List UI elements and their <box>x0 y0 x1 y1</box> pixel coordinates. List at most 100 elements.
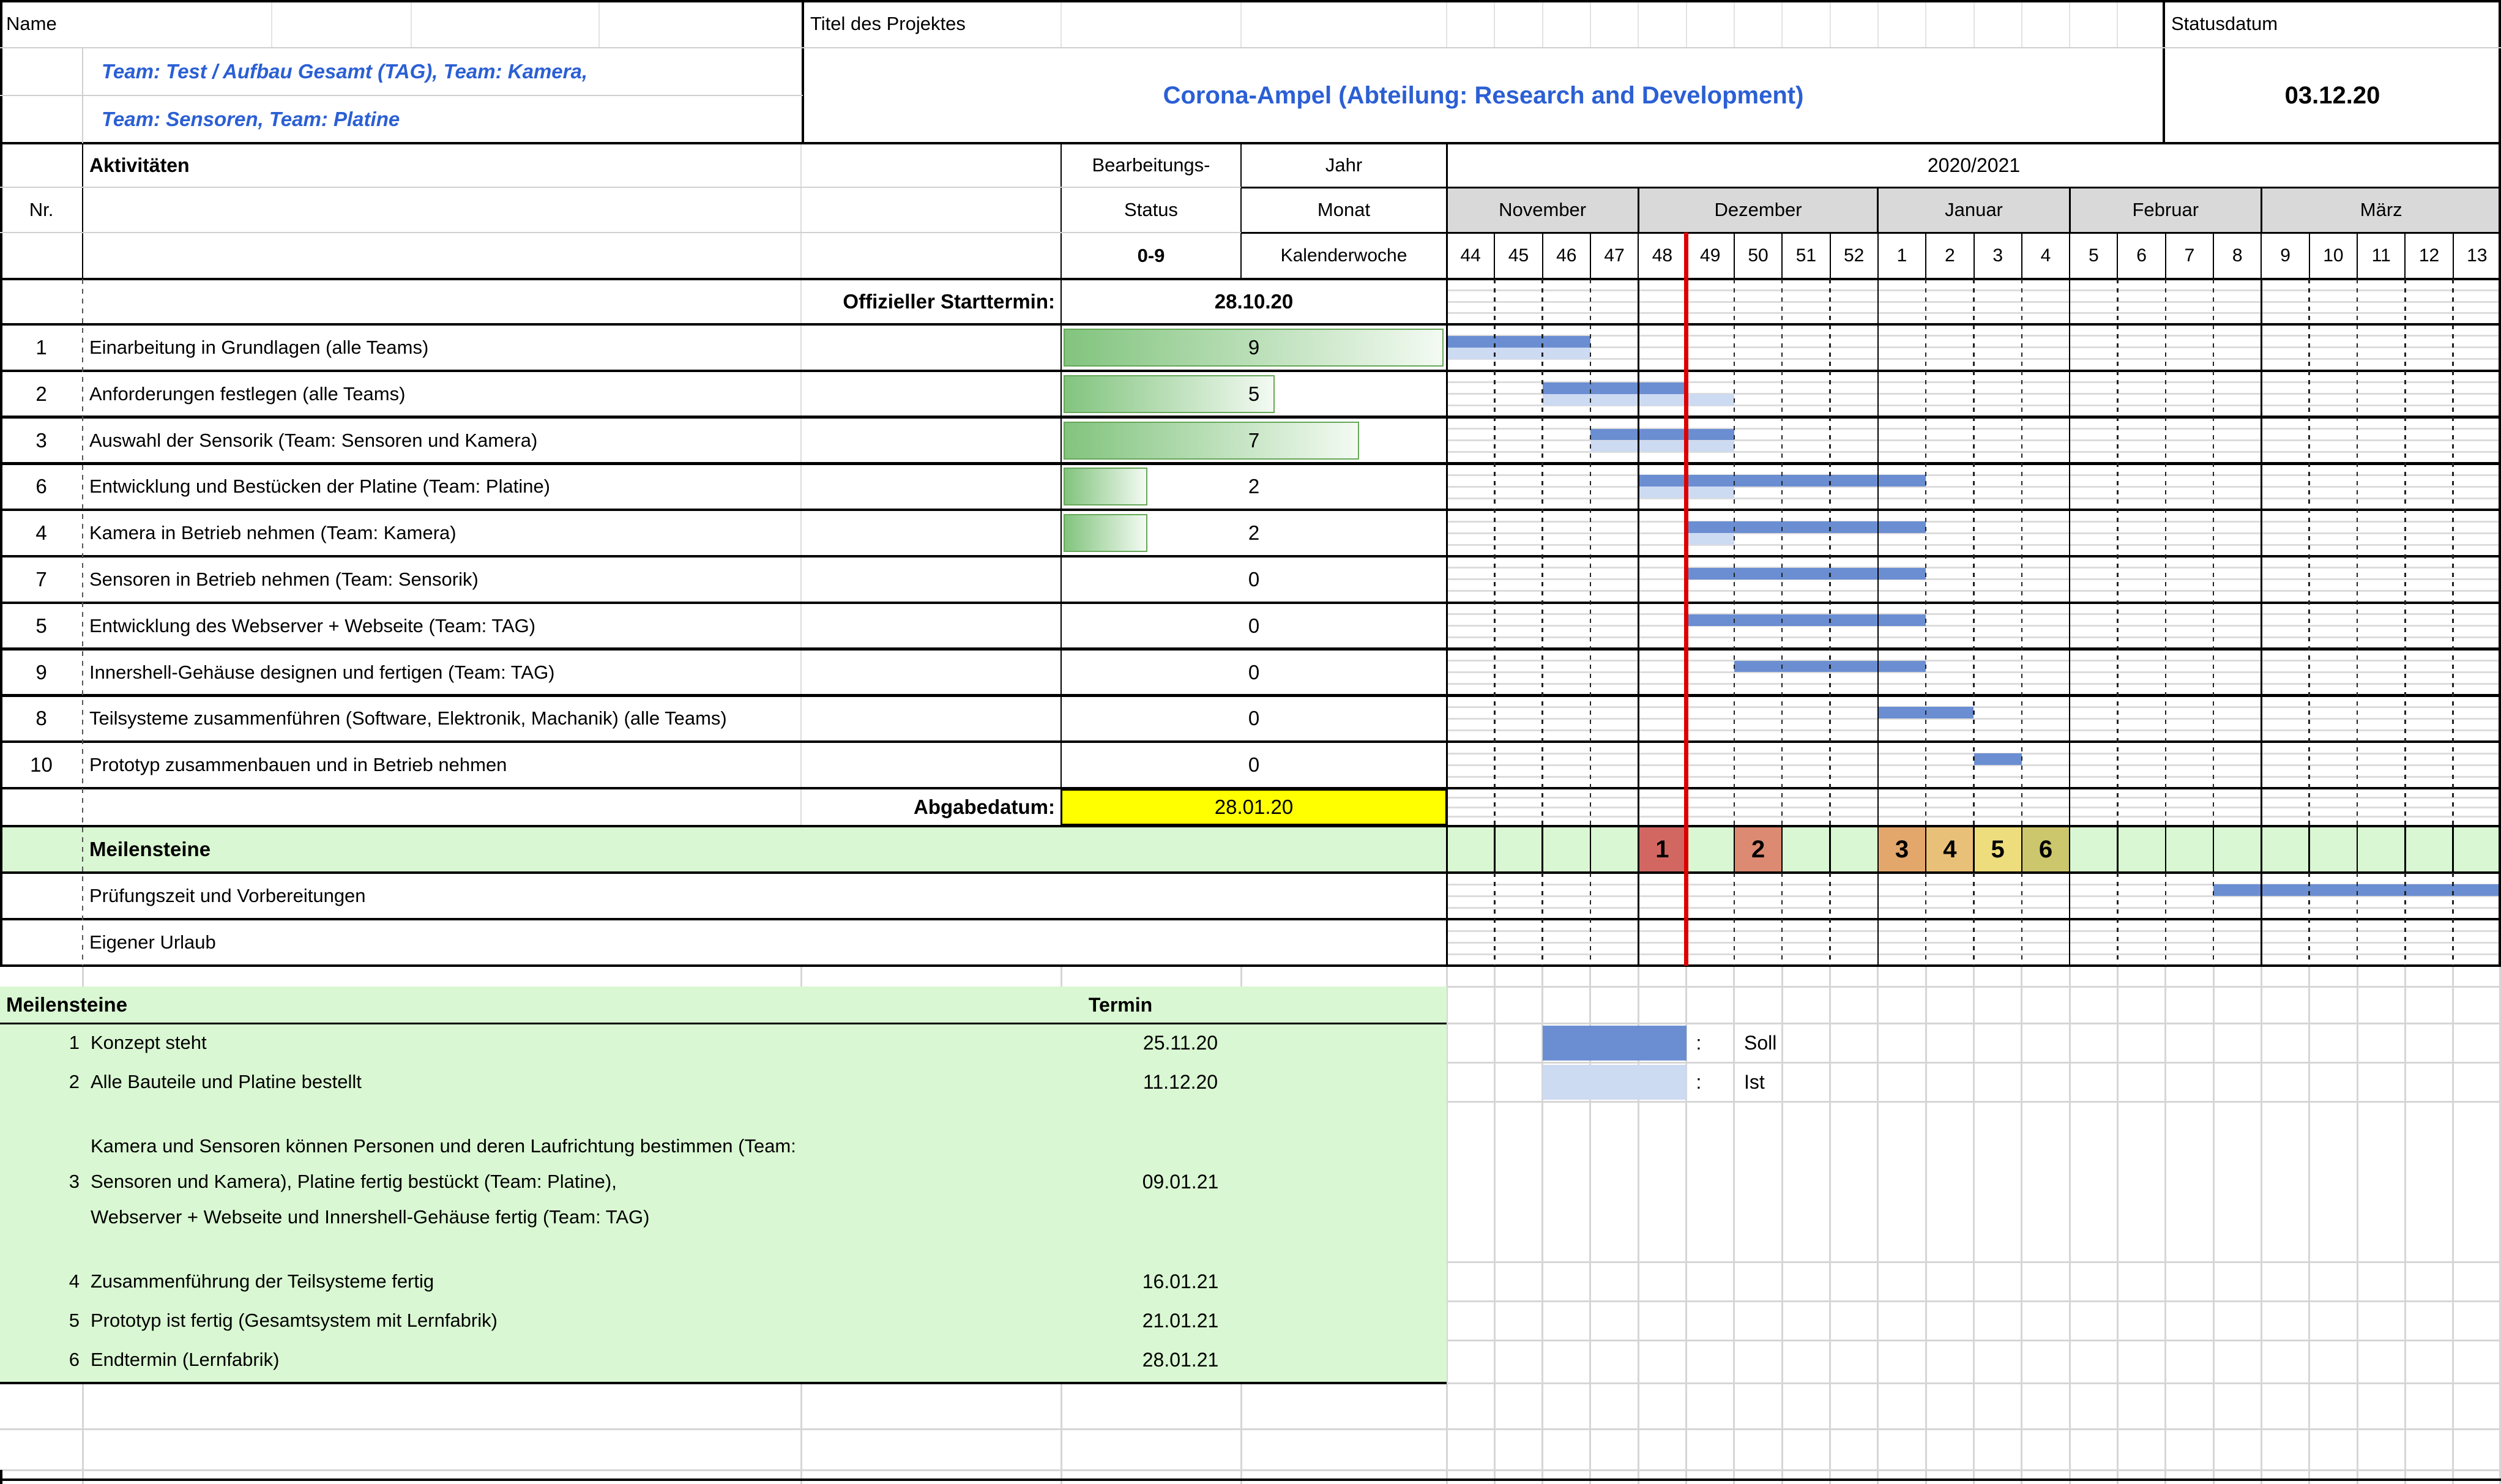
calendar-week-cell[interactable]: 2 <box>1944 245 1955 266</box>
status-value-cell[interactable]: 0 <box>1248 660 1260 684</box>
milestone-item-nr[interactable]: 4 <box>69 1270 80 1292</box>
month-header-cell[interactable]: März <box>2261 187 2501 233</box>
abgabedatum-date-cell[interactable]: 28.01.20 <box>1061 789 1447 825</box>
milestone-cell[interactable]: 5 <box>1974 826 2022 873</box>
status-value-cell[interactable]: 5 <box>1248 382 1260 405</box>
activity-text-cell[interactable]: Innershell-Gehäuse designen und fertigen… <box>89 661 555 683</box>
month-header-cell[interactable]: Dezember <box>1638 187 1878 233</box>
activity-nr-cell[interactable]: 3 <box>35 428 47 452</box>
calendar-week-cell[interactable]: 4 <box>2040 245 2051 266</box>
milestone-item-date[interactable]: 09.01.21 <box>1142 1171 1219 1193</box>
kalenderwoche-label[interactable]: Kalenderwoche <box>1280 245 1407 266</box>
calendar-week-cell[interactable]: 5 <box>2088 245 2099 266</box>
starttermin-date[interactable]: 28.10.20 <box>1214 290 1294 313</box>
activity-nr-cell[interactable]: 10 <box>30 753 53 777</box>
activity-text-cell[interactable]: Auswahl der Sensorik (Team: Sensoren und… <box>89 429 538 451</box>
milestone-item-text[interactable]: Sensoren und Kamera), Platine fertig bes… <box>91 1171 617 1192</box>
activity-nr-cell[interactable]: 6 <box>35 475 47 498</box>
calendar-week-cell[interactable]: 44 <box>1460 245 1481 266</box>
activity-text-cell[interactable]: Anforderungen festlegen (alle Teams) <box>89 382 406 405</box>
termin-column-label[interactable]: Termin <box>1088 994 1153 1016</box>
project-title-label[interactable]: Titel des Projektes <box>810 13 966 34</box>
milestone-item-nr[interactable]: 1 <box>69 1032 80 1053</box>
status-value-cell[interactable]: 2 <box>1248 521 1260 545</box>
status-value-cell[interactable]: 0 <box>1248 568 1260 591</box>
status-value-cell[interactable]: 0 <box>1248 753 1260 777</box>
milestone-item-text[interactable]: Konzept steht <box>91 1032 207 1053</box>
activity-text-cell[interactable]: Entwicklung und Bestücken der Platine (T… <box>89 475 551 498</box>
calendar-week-cell[interactable]: 46 <box>1556 245 1577 266</box>
activity-nr-cell[interactable]: 4 <box>35 521 47 545</box>
jahr-label[interactable]: Jahr <box>1325 154 1363 176</box>
calendar-week-cell[interactable]: 50 <box>1748 245 1769 266</box>
milestone-item-text[interactable]: Prototyp ist fertig (Gesamtsystem mit Le… <box>91 1310 498 1331</box>
year-span-label[interactable]: 2020/2021 <box>1927 154 2021 176</box>
milestone-item-date[interactable]: 11.12.20 <box>1142 1071 1218 1093</box>
milestone-cell[interactable]: 1 <box>1638 826 1687 873</box>
calendar-week-cell[interactable]: 3 <box>1992 245 2003 266</box>
calendar-week-cell[interactable]: 13 <box>2467 245 2488 266</box>
activity-nr-cell[interactable]: 7 <box>35 568 47 591</box>
name-label[interactable]: Name <box>6 13 57 34</box>
status-label[interactable]: Status <box>1124 199 1178 220</box>
calendar-week-cell[interactable]: 45 <box>1508 245 1529 266</box>
milestone-item-nr[interactable]: 6 <box>69 1349 80 1370</box>
team-line-1[interactable]: Team: Test / Aufbau Gesamt (TAG), Team: … <box>102 60 587 83</box>
calendar-week-cell[interactable]: 49 <box>1700 245 1721 266</box>
calendar-week-cell[interactable]: 7 <box>2184 245 2195 266</box>
calendar-week-cell[interactable]: 12 <box>2418 245 2440 266</box>
status-value-cell[interactable]: 0 <box>1248 707 1260 730</box>
milestone-item-date[interactable]: 25.11.20 <box>1142 1032 1218 1054</box>
milestone-item-date[interactable]: 28.01.21 <box>1142 1349 1219 1371</box>
milestones-row-label[interactable]: Meilensteine <box>89 838 211 860</box>
milestone-item-text[interactable]: Zusammenführung der Teilsysteme fertig <box>91 1270 434 1292</box>
team-line-2[interactable]: Team: Sensoren, Team: Platine <box>102 108 400 130</box>
activity-text-cell[interactable]: Teilsysteme zusammenführen (Software, El… <box>89 707 727 729</box>
activity-nr-cell[interactable]: 1 <box>35 336 47 359</box>
activity-text-cell[interactable]: Prototyp zusammenbauen und in Betrieb ne… <box>89 754 507 776</box>
calendar-week-cell[interactable]: 52 <box>1844 245 1865 266</box>
bearbeitungs-label[interactable]: Bearbeitungs- <box>1092 154 1210 176</box>
calendar-week-cell[interactable]: 10 <box>2323 245 2344 266</box>
calendar-week-cell[interactable]: 6 <box>2136 245 2147 266</box>
activity-nr-cell[interactable]: 9 <box>35 660 47 684</box>
month-header-cell[interactable]: Februar <box>2070 187 2262 233</box>
milestone-item-nr[interactable]: 2 <box>69 1071 80 1092</box>
milestone-cell[interactable]: 4 <box>1926 826 1974 873</box>
project-title[interactable]: Corona-Ampel (Abteilung: Research and De… <box>1163 82 1804 109</box>
nr-column-label[interactable]: Nr. <box>29 199 54 220</box>
milestones-table-title[interactable]: Meilensteine <box>6 993 128 1016</box>
activity-text-cell[interactable]: Einarbeitung in Grundlagen (alle Teams) <box>89 337 429 358</box>
extra-row-text-cell[interactable]: Eigener Urlaub <box>89 931 216 953</box>
abgabedatum-label[interactable]: Abgabedatum: <box>914 796 1055 818</box>
aktivitaeten-label[interactable]: Aktivitäten <box>89 154 190 176</box>
milestone-item-text[interactable]: Webserver + Webseite und Innershell-Gehä… <box>91 1206 650 1228</box>
status-value-cell[interactable]: 2 <box>1248 475 1260 498</box>
milestone-item-date[interactable]: 16.01.21 <box>1142 1270 1219 1292</box>
milestone-cell[interactable]: 2 <box>1734 826 1783 873</box>
activity-text-cell[interactable]: Entwicklung des Webserver + Webseite (Te… <box>89 614 536 636</box>
milestone-item-text[interactable]: Endtermin (Lernfabrik) <box>91 1349 280 1370</box>
starttermin-label[interactable]: Offizieller Starttermin: <box>843 290 1055 313</box>
status-value-cell[interactable]: 7 <box>1248 428 1260 452</box>
activity-nr-cell[interactable]: 2 <box>35 382 47 405</box>
milestone-item-text[interactable]: Alle Bauteile und Platine bestellt <box>91 1071 362 1092</box>
milestone-item-text[interactable]: Kamera und Sensoren können Personen und … <box>91 1135 796 1157</box>
milestone-cell[interactable]: 3 <box>1877 826 1926 873</box>
milestone-cell[interactable]: 6 <box>2021 826 2070 873</box>
calendar-week-cell[interactable]: 51 <box>1795 245 1817 266</box>
status-range-label[interactable]: 0-9 <box>1137 245 1165 266</box>
milestone-item-nr[interactable]: 3 <box>69 1171 80 1192</box>
status-value-cell[interactable]: 0 <box>1248 614 1260 637</box>
calendar-week-cell[interactable]: 8 <box>2232 245 2243 266</box>
activity-nr-cell[interactable]: 8 <box>35 707 47 730</box>
activity-text-cell[interactable]: Kamera in Betrieb nehmen (Team: Kamera) <box>89 522 457 544</box>
extra-row-text-cell[interactable]: Prüfungszeit und Vorbereitungen <box>89 885 366 906</box>
calendar-week-cell[interactable]: 48 <box>1652 245 1673 266</box>
statusdatum-label[interactable]: Statusdatum <box>2171 13 2278 34</box>
monat-label[interactable]: Monat <box>1317 199 1371 220</box>
calendar-week-cell[interactable]: 47 <box>1604 245 1625 266</box>
calendar-week-cell[interactable]: 11 <box>2371 245 2391 266</box>
month-header-cell[interactable]: Januar <box>1877 187 2070 233</box>
calendar-week-cell[interactable]: 1 <box>1896 245 1907 266</box>
